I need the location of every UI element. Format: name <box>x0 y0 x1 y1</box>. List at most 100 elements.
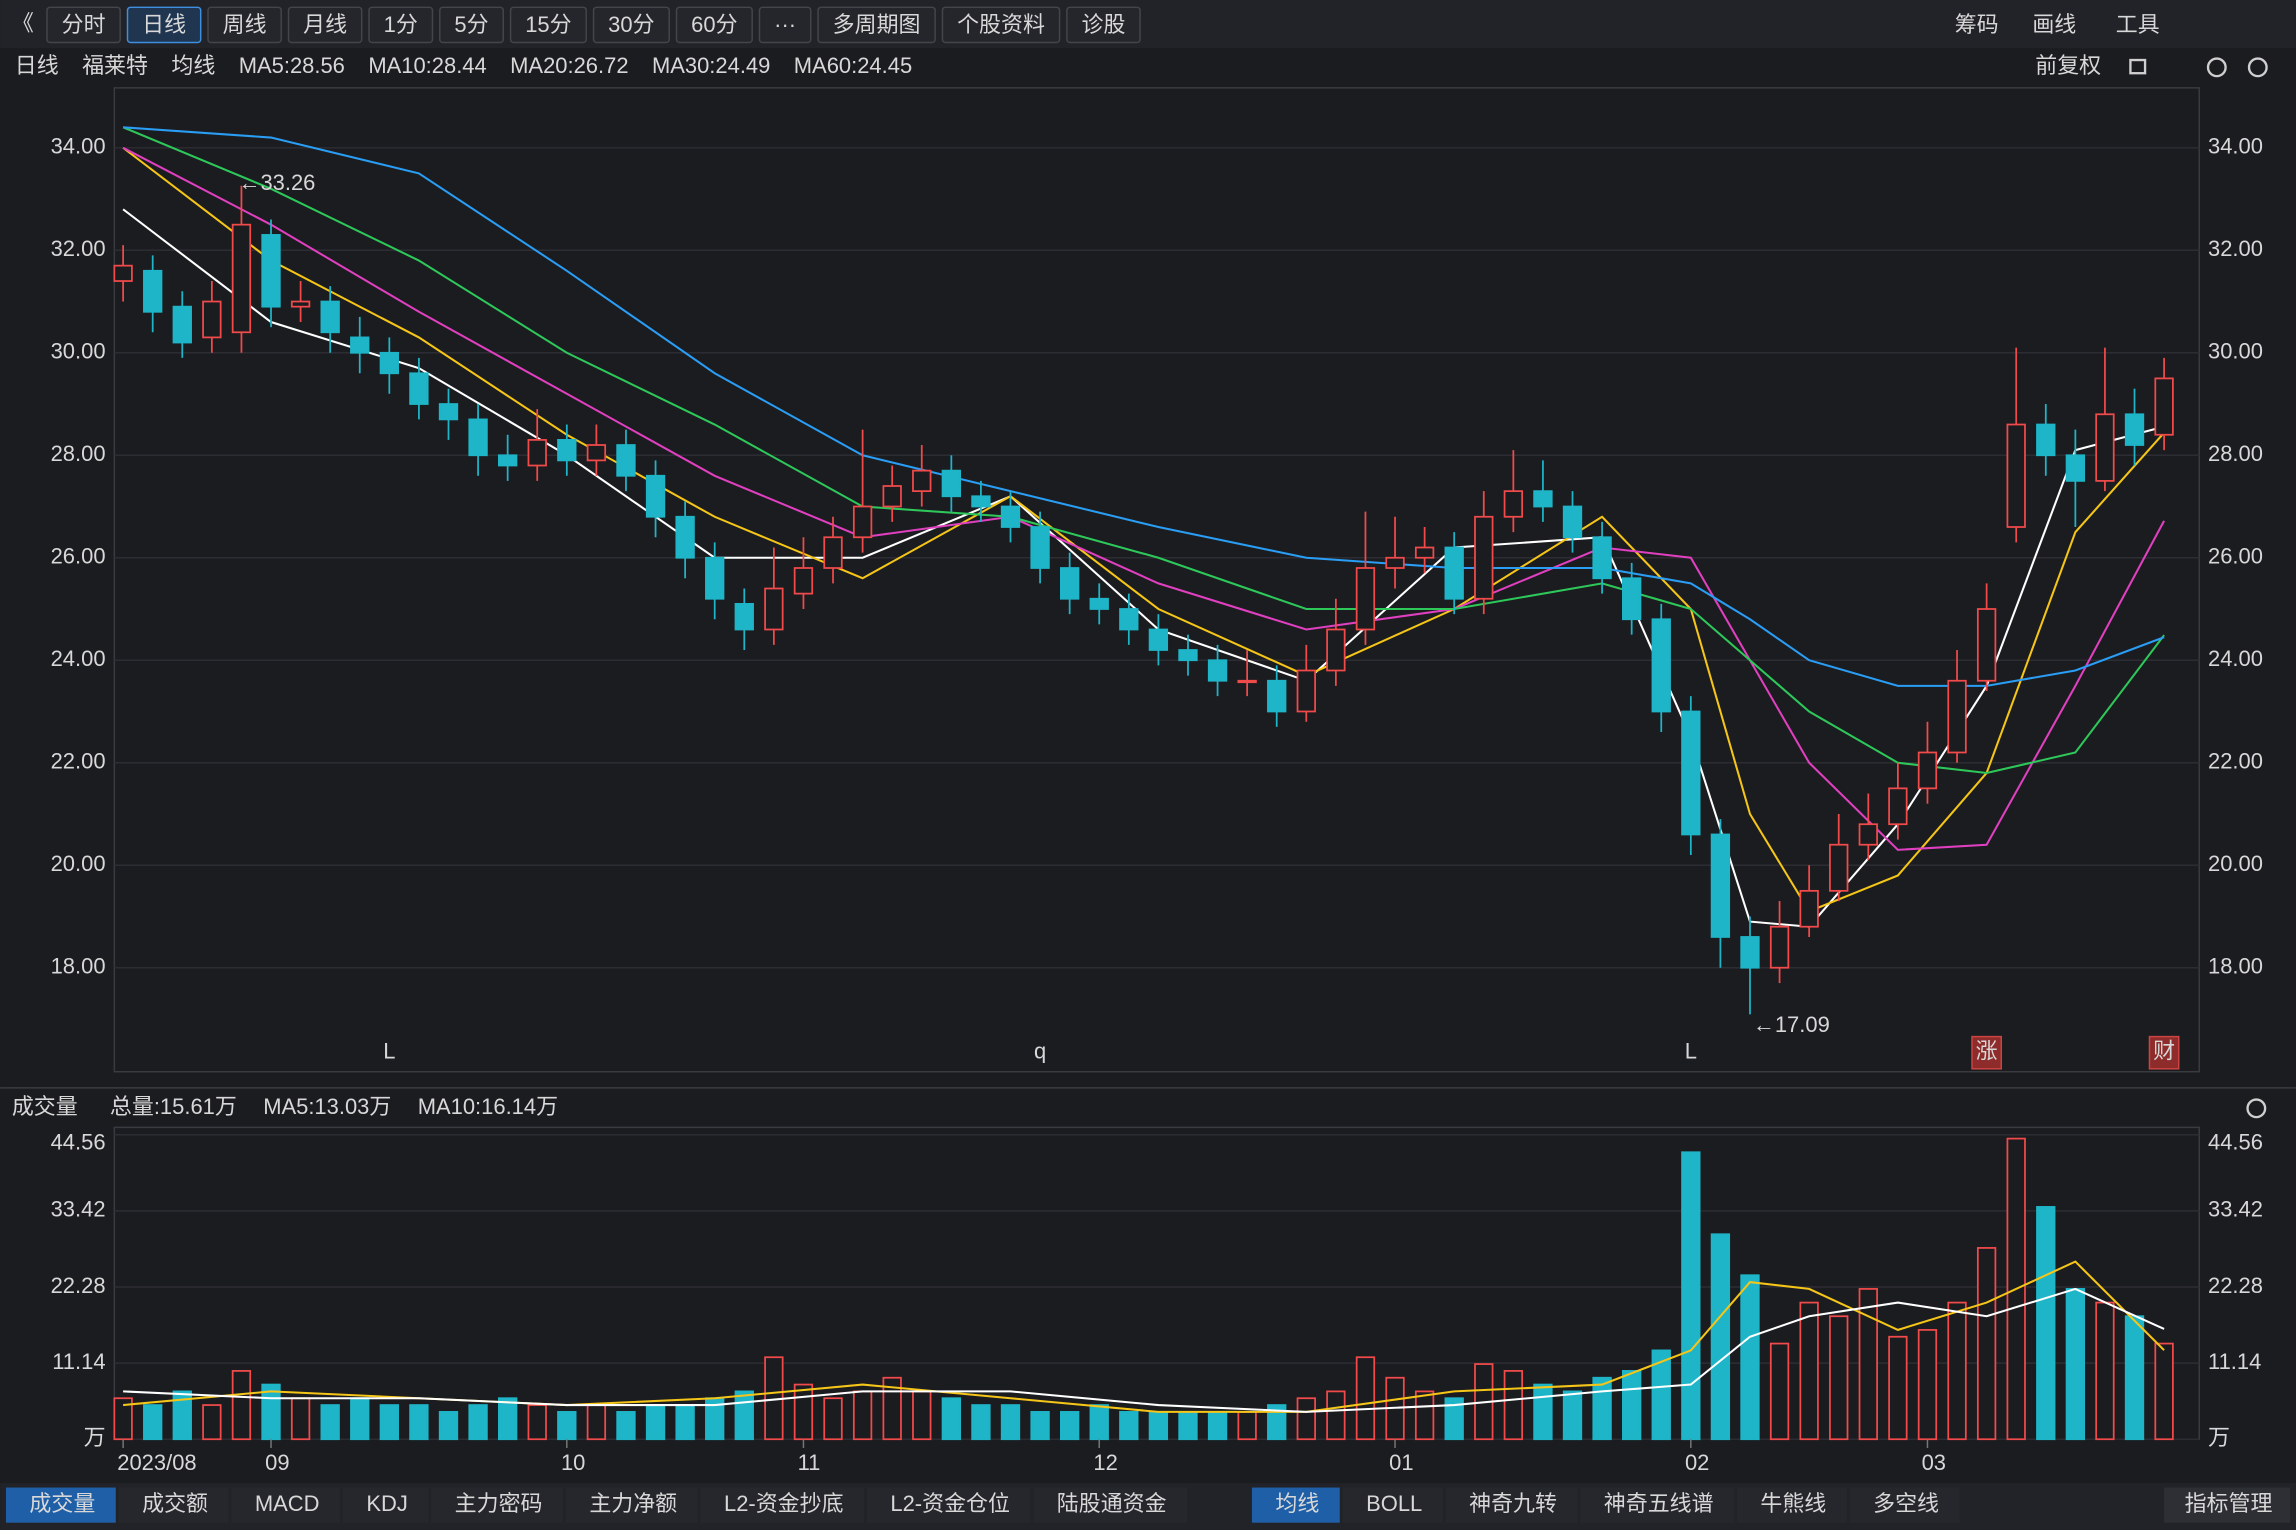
overlay-tab-label[interactable]: 均线 <box>1275 1491 1319 1516</box>
close-icon[interactable] <box>2246 1098 2267 1119</box>
overlay-tab[interactable] <box>1736 1487 1847 1523</box>
tool-label[interactable]: 画线 <box>2032 12 2076 37</box>
volume-bar <box>1326 1390 1346 1441</box>
volume-bar <box>1030 1411 1050 1441</box>
indicator-tab[interactable] <box>5 1487 116 1523</box>
ma-line <box>122 126 2165 775</box>
tab-label[interactable]: 5分 <box>454 12 488 37</box>
overlay-tab[interactable] <box>1251 1487 1340 1523</box>
y-tick-label-right: 33.42 <box>2208 1197 2263 1222</box>
tab-label[interactable]: 个股资料 <box>957 12 1045 37</box>
overlay-tab-label[interactable]: 神奇九转 <box>1469 1491 1557 1516</box>
indicator-tab-label[interactable]: MACD <box>255 1491 320 1516</box>
volume-bar <box>1267 1404 1287 1441</box>
candle-body <box>2154 377 2174 436</box>
candle-body <box>1148 628 1169 651</box>
indicator-tab[interactable] <box>231 1487 340 1523</box>
y-tick-label-right: 32.00 <box>2208 236 2263 261</box>
tab-button[interactable] <box>592 6 670 44</box>
tab-button[interactable] <box>126 6 202 44</box>
tab-label[interactable]: 1分 <box>384 12 418 37</box>
zoom-out[interactable] <box>2247 57 2268 78</box>
manage-button[interactable] <box>2164 1487 2291 1523</box>
y-tick-label: 28.00 <box>51 441 106 466</box>
overlay-tab[interactable] <box>1445 1487 1578 1523</box>
overlay-tab[interactable] <box>1342 1487 1443 1523</box>
tab-label[interactable]: 月线 <box>303 12 347 37</box>
indicator-tab-label[interactable]: 成交额 <box>142 1491 208 1516</box>
indicator-tab-label[interactable]: 成交量 <box>29 1491 95 1516</box>
overlay-tab-label[interactable]: 牛熊线 <box>1760 1491 1826 1516</box>
volume-legend: 总量:15.61万 <box>110 1094 237 1119</box>
tab-button[interactable] <box>1066 6 1141 44</box>
candle-body <box>1917 751 1938 790</box>
candle-body <box>1030 526 1050 569</box>
volume-bar <box>971 1404 991 1441</box>
indicator-tab[interactable] <box>700 1487 865 1523</box>
tool-label[interactable]: 筹码 <box>1955 12 1999 37</box>
volume-bar <box>2154 1342 2174 1441</box>
tab-label[interactable]: 60分 <box>691 12 737 37</box>
volume-bar <box>1799 1301 1819 1441</box>
indicator-tab-label[interactable]: L2-资金抄底 <box>724 1491 844 1516</box>
manage-label[interactable]: 指标管理 <box>2185 1491 2273 1516</box>
tab-button[interactable] <box>368 6 434 44</box>
candle-body <box>1858 823 1878 846</box>
tab-label[interactable]: 诊股 <box>1082 12 1126 37</box>
indicator-tab-label[interactable]: 主力净额 <box>589 1491 677 1516</box>
zoom-in[interactable] <box>2206 57 2227 78</box>
volume-bar <box>1444 1397 1464 1441</box>
indicator-tab-label[interactable]: KDJ <box>366 1491 407 1516</box>
legend-text: MA5:28.56 <box>239 53 345 78</box>
candle-body <box>172 305 192 344</box>
legend-text: 日线 <box>15 53 59 78</box>
tab-button[interactable] <box>207 6 282 44</box>
tab-label[interactable]: 分时 <box>62 12 106 37</box>
legend-text: 福莱特 <box>82 53 148 78</box>
tab-button[interactable] <box>287 6 363 44</box>
indicator-tab[interactable] <box>866 1487 1031 1523</box>
signal-label: L <box>1685 1038 1697 1063</box>
candle-body <box>2006 423 2026 528</box>
tab-label[interactable]: 多周期图 <box>833 12 921 37</box>
indicator-tab[interactable] <box>342 1487 429 1523</box>
tab-button[interactable] <box>46 6 121 44</box>
tab-label[interactable]: 15分 <box>525 12 571 37</box>
candle-body <box>202 300 222 339</box>
tab-button[interactable] <box>509 6 587 44</box>
indicator-tab-label[interactable]: 主力密码 <box>455 1491 543 1516</box>
tab-button[interactable] <box>941 6 1061 44</box>
candle-body <box>261 234 281 308</box>
indicator-tab[interactable] <box>431 1487 563 1523</box>
indicator-tab-label[interactable]: L2-资金仓位 <box>890 1491 1010 1516</box>
y-tick-label-right: 34.00 <box>2208 134 2263 159</box>
tool-label[interactable]: 工具 <box>2116 12 2160 37</box>
right-icons[interactable] <box>2129 57 2268 1119</box>
overlay-tab[interactable] <box>1849 1487 1960 1523</box>
volume-bar <box>2124 1315 2145 1441</box>
back-button[interactable]: 《 <box>12 11 34 36</box>
tab-label[interactable]: ··· <box>774 12 796 37</box>
candle-body <box>912 469 932 493</box>
tab-button[interactable] <box>817 6 936 44</box>
candle-body <box>1385 556 1405 569</box>
overlay-tab[interactable] <box>1580 1487 1735 1523</box>
tab-button[interactable] <box>675 6 753 44</box>
indicator-tab[interactable] <box>565 1487 698 1523</box>
overlay-tab-label[interactable]: 神奇五线谱 <box>1604 1491 1714 1516</box>
x-tick-label: 12 <box>1093 1450 1117 1475</box>
candle-body <box>290 300 311 308</box>
tab-label[interactable]: 周线 <box>223 12 267 37</box>
tab-button[interactable] <box>439 6 504 44</box>
indicator-tab[interactable] <box>1033 1487 1188 1523</box>
candle-body <box>675 515 695 559</box>
overlay-tab-label[interactable]: 多空线 <box>1873 1491 1939 1516</box>
tab-label[interactable]: 30分 <box>608 12 654 37</box>
lock-icon[interactable] <box>2129 58 2147 75</box>
overlay-tab-label[interactable]: BOLL <box>1366 1491 1422 1516</box>
tab-button[interactable] <box>758 6 812 44</box>
tab-label[interactable]: 日线 <box>142 12 186 37</box>
indicator-tab-label[interactable]: 陆股通资金 <box>1057 1491 1167 1516</box>
candle-body <box>1888 787 1908 826</box>
indicator-tab[interactable] <box>118 1487 229 1523</box>
